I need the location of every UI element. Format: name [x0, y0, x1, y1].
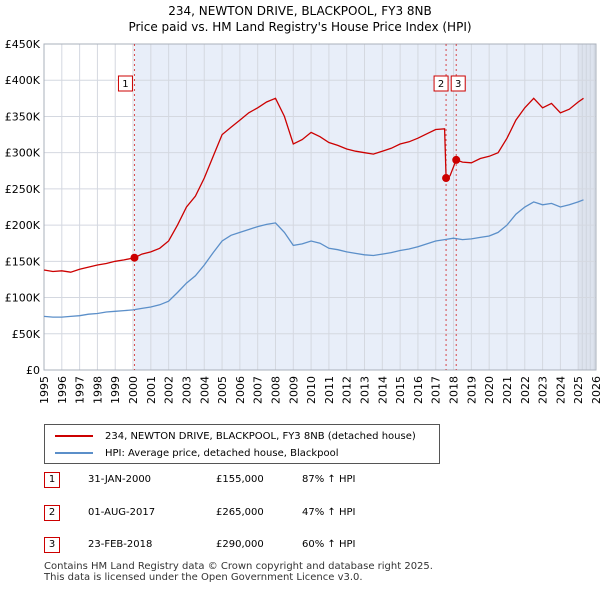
x-tick-label: 2018 [448, 376, 461, 404]
x-tick-label: 2005 [216, 376, 229, 404]
x-tick-label: 2004 [198, 376, 211, 404]
sale-label-text: 2 [438, 79, 444, 90]
y-tick-label: £50K [12, 328, 41, 341]
x-tick-label: 2008 [269, 376, 282, 404]
sale-date: 01-AUG-2017 [88, 507, 156, 518]
legend-label-property: 234, NEWTON DRIVE, BLACKPOOL, FY3 8NB (d… [105, 430, 416, 442]
x-tick-label: 2022 [519, 376, 532, 404]
sale-label-text: 3 [455, 79, 461, 90]
x-tick-label: 2017 [430, 376, 443, 404]
shaded-range [134, 44, 596, 370]
x-tick-label: 1995 [38, 376, 51, 404]
y-tick-label: £0 [26, 364, 40, 377]
x-tick-label: 2025 [572, 376, 585, 404]
x-tick-label: 2019 [465, 376, 478, 404]
sale-number-badge: 1 [44, 472, 60, 488]
x-tick-label: 2003 [180, 376, 193, 404]
sale-number-badge: 2 [44, 505, 60, 521]
x-tick-label: 1999 [109, 376, 122, 404]
x-tick-label: 2014 [376, 376, 389, 404]
x-tick-label: 2024 [554, 376, 567, 404]
x-tick-label: 1997 [74, 376, 87, 404]
sale-hpi-change: 60% ↑ HPI [302, 539, 356, 550]
series-line-property [43, 97, 584, 273]
x-tick-label: 2012 [341, 376, 354, 404]
sale-hpi-change: 47% ↑ HPI [302, 507, 356, 518]
footer-copyright: Contains HM Land Registry data © Crown c… [44, 561, 433, 572]
y-tick-label: £300K [5, 147, 41, 160]
legend-item-hpi: HPI: Average price, detached house, Blac… [55, 445, 339, 461]
legend-swatch-hpi [55, 452, 93, 454]
x-tick-label: 2021 [501, 376, 514, 404]
x-tick-label: 1996 [56, 376, 69, 404]
x-tick-label: 2010 [305, 376, 318, 404]
sale-price: £155,000 [216, 474, 264, 485]
x-tick-label: 2006 [234, 376, 247, 404]
footer-licence: This data is licensed under the Open Gov… [44, 572, 363, 583]
x-tick-label: 2016 [412, 376, 425, 404]
sale-date: 31-JAN-2000 [88, 474, 152, 485]
sale-label-box [117, 75, 133, 92]
x-tick-label: 2009 [287, 376, 300, 404]
price-chart: £0 £50K £100K £150K £200K £250K £300K £350K £400… [5, 38, 600, 404]
y-tick-label: £200K [5, 219, 41, 232]
sale-label-text: 1 [122, 79, 128, 90]
x-tick-label: 2026 [590, 376, 600, 404]
sale-point [442, 174, 451, 183]
sale-label-box [450, 75, 466, 92]
sale-point [130, 253, 139, 262]
y-tick-label: £450K [5, 38, 41, 51]
x-tick-label: 2011 [323, 376, 336, 404]
y-tick-label: £100K [5, 292, 41, 305]
x-tick-label: 2015 [394, 376, 407, 404]
plot-border [43, 43, 597, 371]
x-tick-label: 2002 [163, 376, 176, 404]
sale-price: £265,000 [216, 507, 264, 518]
legend-item-property: 234, NEWTON DRIVE, BLACKPOOL, FY3 8NB (d… [55, 428, 416, 444]
sale-hpi-change: 87% ↑ HPI [302, 474, 356, 485]
chart-subtitle: Price paid vs. HM Land Registry's House … [128, 20, 472, 34]
y-tick-label: £350K [5, 110, 41, 123]
sale-label-box [433, 75, 449, 92]
chart-title: 234, NEWTON DRIVE, BLACKPOOL, FY3 8NB [168, 4, 432, 18]
y-tick-label: £250K [5, 183, 41, 196]
x-tick-label: 2013 [359, 376, 372, 404]
chart-legend: 234, NEWTON DRIVE, BLACKPOOL, FY3 8NB (d… [44, 424, 440, 464]
x-tick-label: 2001 [145, 376, 158, 404]
series-line-hpi [43, 199, 584, 318]
y-tick-label: £400K [5, 74, 41, 87]
x-tick-label: 2000 [127, 376, 140, 404]
x-tick-label: 1998 [91, 376, 104, 404]
y-tick-label: £150K [5, 255, 41, 268]
legend-label-hpi: HPI: Average price, detached house, Blac… [105, 447, 339, 459]
legend-swatch-property [55, 435, 93, 437]
x-tick-label: 2007 [252, 376, 265, 404]
x-tick-label: 2020 [483, 376, 496, 404]
sale-price: £290,000 [216, 539, 264, 550]
x-tick-label: 2023 [537, 376, 550, 404]
sale-date: 23-FEB-2018 [88, 539, 153, 550]
shaded-range [578, 44, 596, 370]
sale-point [452, 155, 461, 164]
sale-number-badge: 3 [44, 537, 60, 553]
